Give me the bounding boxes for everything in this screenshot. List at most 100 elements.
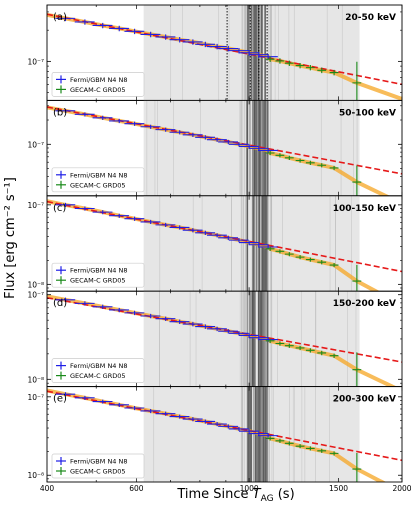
- data-point: [295, 444, 305, 449]
- data-point: [74, 206, 95, 211]
- series-gecam: [265, 338, 362, 387]
- data-point: [206, 422, 227, 427]
- x-tick-label: 600: [129, 484, 144, 493]
- data-point: [92, 22, 113, 29]
- data-point: [295, 255, 305, 260]
- data-point: [305, 348, 315, 353]
- data-point: [109, 118, 129, 124]
- y-axis-label: Flux [erg cm⁻² s⁻¹]: [3, 177, 18, 299]
- fit-line: [47, 390, 402, 462]
- data-point: [265, 150, 275, 156]
- data-point: [352, 61, 362, 100]
- data-point: [284, 155, 294, 160]
- plot-area: [47, 100, 402, 196]
- legend-label: Fermi/GBM N4 N8: [70, 362, 128, 370]
- y-tick-label: 10⁻⁷: [27, 393, 44, 402]
- data-point: [109, 213, 129, 218]
- data-point: [140, 124, 161, 129]
- data-point: [109, 307, 129, 313]
- data-point: [140, 408, 161, 414]
- data-point: [182, 417, 203, 422]
- data-point: [124, 406, 145, 411]
- panel-label: (b): [53, 107, 67, 118]
- data-point: [228, 426, 249, 431]
- data-point: [238, 333, 259, 338]
- fit-line: [47, 106, 402, 175]
- data-point: [206, 233, 227, 238]
- legend-box: [51, 262, 145, 288]
- legend-box: [51, 358, 145, 383]
- y-tick-label: 10⁻⁷: [27, 201, 44, 210]
- data-point: [295, 158, 305, 163]
- data-point: [206, 43, 227, 50]
- energy-band-label: 100-150 keV: [333, 204, 396, 214]
- data-point: [218, 139, 239, 145]
- data-point: [317, 350, 327, 356]
- data-point: [352, 165, 362, 196]
- data-point: [140, 313, 161, 319]
- data-point: [92, 115, 113, 120]
- legend: Fermi/GBM N4 N8 GECAM-C GRD05: [51, 167, 145, 193]
- energy-band-label: 150-200 keV: [333, 299, 396, 309]
- panel-1: 10⁻⁷ (a) 20-50 keV Fermi/GBM N4 N8 GECAM-C G…: [27, 4, 403, 101]
- data-point: [55, 108, 76, 113]
- data-point: [155, 127, 176, 132]
- data-point: [257, 433, 278, 438]
- data-point: [124, 310, 145, 316]
- data-point: [329, 451, 339, 456]
- legend-label: Fermi/GBM N4 N8: [70, 458, 128, 466]
- energy-band-label: 50-100 keV: [339, 108, 396, 118]
- data-point: [228, 142, 249, 147]
- data-point: [92, 210, 113, 215]
- data-point: [74, 112, 95, 117]
- panel-4: 10⁻⁷ 10⁻⁸ (d) 150-200 keV Fermi/GBM N4 N8 GEC…: [27, 291, 403, 388]
- data-point: [329, 263, 339, 268]
- data-point: [182, 39, 203, 45]
- data-point: [206, 137, 227, 142]
- data-point: [92, 304, 113, 310]
- data-point: [275, 249, 285, 254]
- panel-label: (d): [53, 298, 67, 309]
- data-point: [140, 219, 161, 225]
- data-point: [195, 324, 216, 329]
- data-point: [265, 246, 275, 251]
- data-point: [352, 453, 362, 482]
- data-point: [238, 429, 259, 434]
- data-point: [218, 45, 239, 52]
- legend: Fermi/GBM N4 N8 GECAM-C GRD05: [51, 453, 145, 479]
- data-point: [284, 441, 294, 446]
- data-point: [305, 65, 315, 71]
- x-tick-label: 2000: [392, 484, 411, 493]
- data-point: [317, 448, 327, 453]
- data-point: [275, 153, 285, 158]
- data-point: [169, 130, 190, 135]
- data-point: [124, 121, 145, 126]
- legend-box: [51, 453, 145, 479]
- data-point: [55, 202, 76, 207]
- x-tick-label: 1500: [329, 484, 348, 493]
- series-fermi: [55, 297, 278, 342]
- data-point: [169, 225, 190, 230]
- data-point: [218, 424, 239, 429]
- y-tick-label: 10⁻⁷: [27, 57, 44, 66]
- data-point: [317, 260, 327, 265]
- y-tick-label: 10⁻⁸: [27, 375, 44, 384]
- data-point: [257, 54, 278, 60]
- data-point: [275, 438, 285, 443]
- data-point: [109, 402, 129, 407]
- data-point: [257, 148, 278, 153]
- data-point: [182, 321, 203, 327]
- legend-label: GECAM-C GRD05: [70, 277, 126, 285]
- data-point: [109, 25, 129, 32]
- panels-group: 10⁻⁷ (a) 20-50 keV Fermi/GBM N4 N8 GECAM-C G…: [27, 4, 412, 493]
- legend: Fermi/GBM N4 N8 GECAM-C GRD05: [51, 262, 145, 288]
- data-point: [218, 235, 239, 240]
- fit-line: [47, 296, 402, 363]
- panel-2: 10⁻⁷ (b) 50-100 keV Fermi/GBM N4 N8 GECAM-C …: [27, 99, 403, 197]
- data-point: [228, 331, 249, 336]
- energy-band-label: 200-300 keV: [333, 395, 396, 405]
- series-fermi: [55, 15, 278, 60]
- y-tick-label: 10⁻⁸: [27, 280, 44, 289]
- data-point: [352, 352, 362, 387]
